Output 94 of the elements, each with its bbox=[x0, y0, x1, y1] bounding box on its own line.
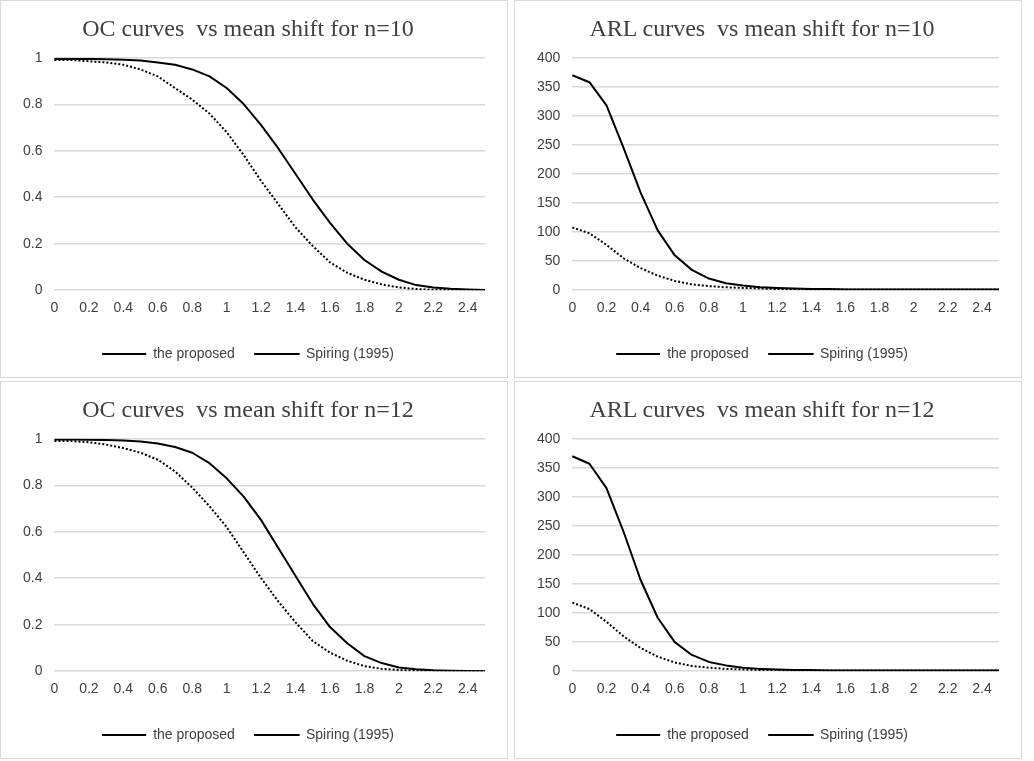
x-tick-label: 1.8 bbox=[869, 299, 890, 316]
legend-label: Spiring (1995) bbox=[819, 344, 908, 361]
y-tick-label: 150 bbox=[537, 193, 561, 210]
x-tick-label: 2 bbox=[909, 299, 918, 316]
x-tick-label: 0.2 bbox=[79, 299, 99, 316]
x-tick-label: 0.6 bbox=[148, 680, 168, 697]
x-tick-label: 2.4 bbox=[458, 680, 478, 697]
x-tick-label: 2.4 bbox=[972, 299, 992, 316]
x-tick-label: 1.6 bbox=[320, 299, 340, 316]
y-tick-label: 300 bbox=[537, 106, 561, 123]
legend-label: the proposed bbox=[667, 344, 749, 361]
y-tick-label: 0.8 bbox=[22, 476, 43, 493]
y-tick-label: 0.4 bbox=[22, 188, 43, 205]
y-tick-label: 100 bbox=[537, 603, 561, 620]
x-tick-label: 0.4 bbox=[630, 299, 651, 316]
chart-title: OC curves vs mean shift for n=10 bbox=[82, 14, 414, 41]
x-tick-label: 0.8 bbox=[699, 680, 719, 697]
y-tick-label: 0.2 bbox=[22, 615, 43, 632]
y-tick-label: 0.4 bbox=[22, 569, 43, 586]
y-tick-label: 400 bbox=[537, 429, 561, 446]
y-tick-label: 400 bbox=[537, 48, 561, 65]
x-tick-label: 2.2 bbox=[938, 299, 958, 316]
x-tick-label: 0 bbox=[568, 680, 577, 697]
x-tick-label: 1.2 bbox=[767, 680, 788, 697]
x-tick-label: 1.6 bbox=[835, 680, 856, 697]
x-tick-label: 0.2 bbox=[596, 680, 617, 697]
y-tick-label: 0.2 bbox=[22, 234, 43, 251]
y-tick-label: 0 bbox=[34, 281, 43, 298]
x-tick-label: 1.4 bbox=[285, 680, 306, 697]
x-tick-label: 1 bbox=[222, 299, 231, 316]
x-tick-label: 0.4 bbox=[630, 680, 651, 697]
y-tick-label: 300 bbox=[537, 487, 561, 504]
x-tick-label: 0.6 bbox=[665, 680, 685, 697]
x-tick-label: 2 bbox=[909, 680, 918, 697]
y-tick-label: 350 bbox=[537, 77, 561, 94]
x-tick-label: 1 bbox=[739, 680, 748, 697]
y-tick-label: 0 bbox=[552, 281, 561, 298]
x-tick-label: 2.2 bbox=[938, 680, 958, 697]
y-tick-label: 150 bbox=[537, 574, 561, 591]
x-tick-label: 1.8 bbox=[869, 680, 890, 697]
x-tick-label: 1.4 bbox=[801, 299, 822, 316]
legend-label: Spiring (1995) bbox=[819, 725, 908, 742]
x-tick-label: 2.2 bbox=[423, 299, 444, 316]
x-tick-label: 2.4 bbox=[458, 299, 478, 316]
x-tick-label: 0.8 bbox=[182, 299, 203, 316]
x-tick-label: 1.6 bbox=[835, 299, 856, 316]
chart-title: OC curves vs mean shift for n=12 bbox=[82, 395, 414, 422]
x-tick-label: 0.8 bbox=[699, 299, 719, 316]
x-tick-label: 1.4 bbox=[801, 680, 822, 697]
x-tick-label: 0.8 bbox=[182, 680, 203, 697]
x-tick-label: 2.2 bbox=[423, 680, 444, 697]
y-tick-label: 350 bbox=[537, 458, 561, 475]
x-tick-label: 2 bbox=[394, 680, 403, 697]
x-tick-label: 0 bbox=[50, 299, 59, 316]
x-tick-label: 0.2 bbox=[596, 299, 617, 316]
y-tick-label: 1 bbox=[34, 48, 43, 65]
legend-label: the proposed bbox=[667, 725, 749, 742]
x-tick-label: 0.6 bbox=[665, 299, 685, 316]
x-tick-label: 1.2 bbox=[251, 299, 272, 316]
x-tick-label: 0.6 bbox=[148, 299, 168, 316]
x-tick-label: 1 bbox=[222, 680, 231, 697]
x-tick-label: 2.4 bbox=[972, 680, 992, 697]
y-tick-label: 0 bbox=[552, 662, 561, 679]
y-tick-label: 200 bbox=[537, 164, 561, 181]
x-tick-label: 0.2 bbox=[79, 680, 99, 697]
y-tick-label: 0.6 bbox=[22, 141, 43, 158]
y-tick-label: 200 bbox=[537, 545, 561, 562]
x-tick-label: 0 bbox=[568, 299, 577, 316]
y-tick-label: 1 bbox=[34, 429, 43, 446]
y-tick-label: 50 bbox=[544, 633, 561, 650]
y-tick-label: 0 bbox=[34, 662, 43, 679]
legend-label: the proposed bbox=[153, 725, 235, 742]
x-tick-label: 0 bbox=[50, 680, 59, 697]
x-tick-label: 0.4 bbox=[113, 680, 134, 697]
y-tick-label: 0.6 bbox=[22, 522, 43, 539]
x-tick-label: 1.8 bbox=[354, 299, 375, 316]
y-tick-label: 50 bbox=[544, 252, 561, 269]
x-tick-label: 1.2 bbox=[251, 680, 272, 697]
x-tick-label: 0.4 bbox=[113, 299, 134, 316]
chart-title: ARL curves vs mean shift for n=10 bbox=[589, 14, 935, 41]
x-tick-label: 1 bbox=[739, 299, 748, 316]
x-tick-label: 2 bbox=[394, 299, 403, 316]
chart-title: ARL curves vs mean shift for n=12 bbox=[589, 395, 935, 422]
legend-label: the proposed bbox=[153, 344, 235, 361]
x-tick-label: 1.4 bbox=[285, 299, 306, 316]
x-tick-label: 1.2 bbox=[767, 299, 788, 316]
x-tick-label: 1.8 bbox=[354, 680, 375, 697]
y-tick-label: 250 bbox=[537, 516, 561, 533]
y-tick-label: 100 bbox=[537, 222, 561, 239]
y-tick-label: 250 bbox=[537, 135, 561, 152]
legend-label: Spiring (1995) bbox=[305, 725, 394, 742]
x-tick-label: 1.6 bbox=[320, 680, 340, 697]
legend-label: Spiring (1995) bbox=[305, 344, 394, 361]
y-tick-label: 0.8 bbox=[22, 95, 43, 112]
